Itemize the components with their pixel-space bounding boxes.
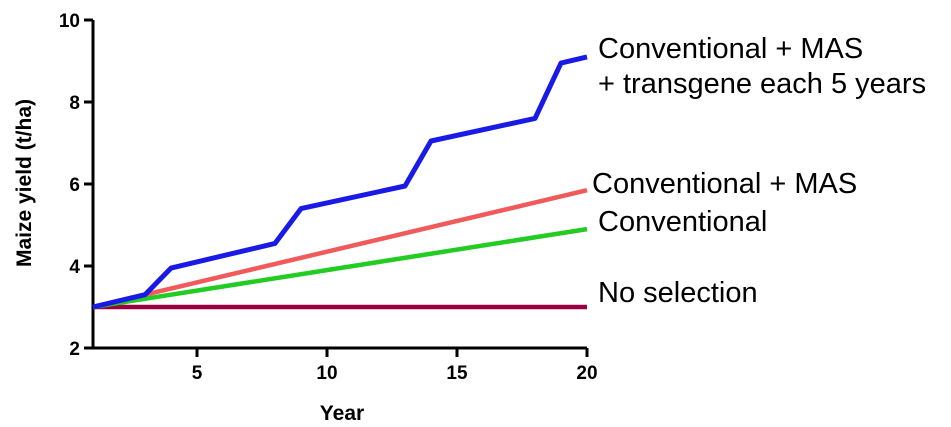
y-tick-label: 10 <box>59 11 80 32</box>
series-label-none: No selection <box>598 277 758 309</box>
series-label-transgene: + transgene each 5 years <box>598 68 926 100</box>
y-axis-title: Maize yield (t/ha) <box>13 99 36 267</box>
series-line-conventional <box>92 226 588 310</box>
y-tick-label: 6 <box>69 175 80 196</box>
series-labels: Conventional + MAS+ transgene each 5 yea… <box>592 33 926 309</box>
x-tick-label: 10 <box>316 363 337 384</box>
series-label-mas: Conventional + MAS <box>592 168 857 200</box>
series-line-transgene <box>92 54 588 310</box>
series-label-transgene: Conventional + MAS <box>598 33 863 65</box>
series-line-mas <box>92 188 588 310</box>
series-label-conventional: Conventional <box>598 206 767 238</box>
axes: 2 4 6 8 10 5 10 15 20 <box>59 11 598 384</box>
x-tick-label: 15 <box>446 363 468 384</box>
y-tick-label: 4 <box>69 257 80 278</box>
x-tick-label: 20 <box>576 363 597 384</box>
y-tick-label: 8 <box>69 93 80 114</box>
x-tick-label: 5 <box>192 363 203 384</box>
x-axis-title: Year <box>320 402 364 425</box>
y-tick-label: 2 <box>69 339 80 360</box>
series-lines <box>92 54 588 310</box>
